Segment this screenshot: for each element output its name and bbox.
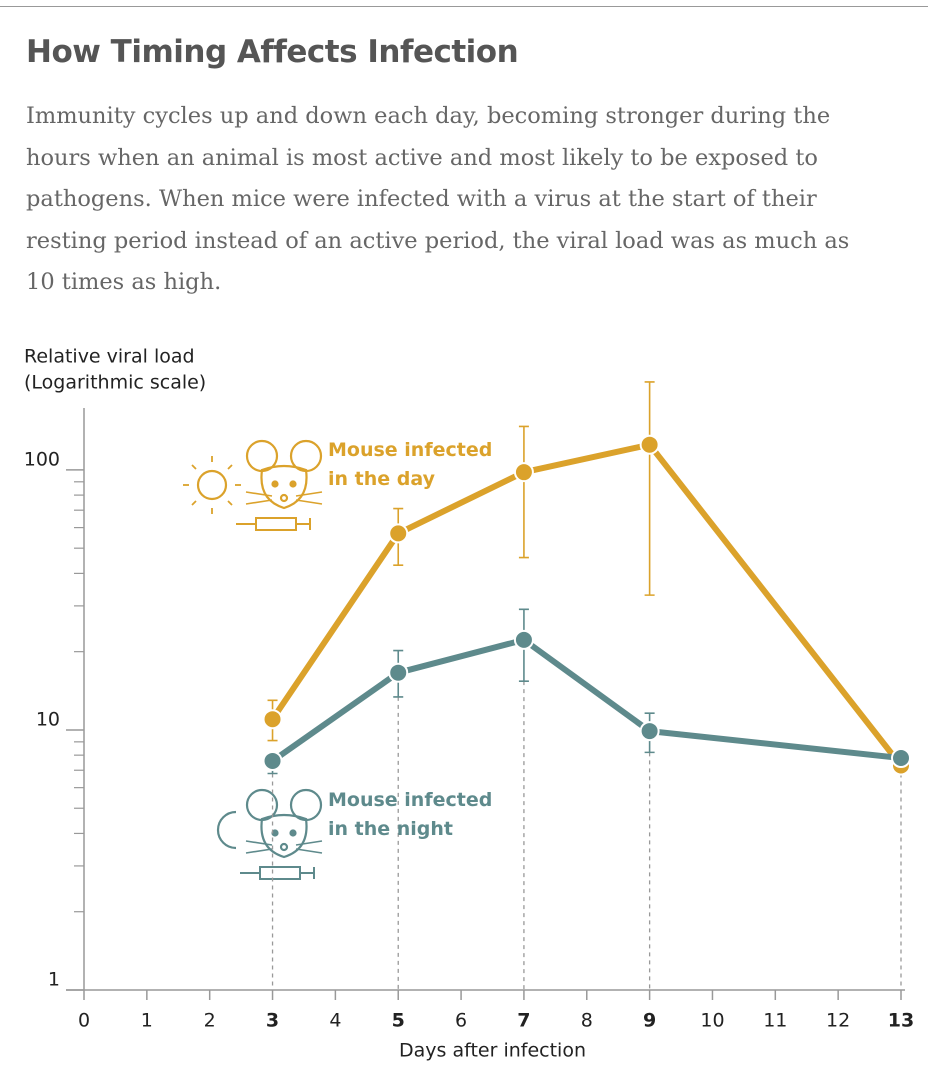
point — [388, 523, 409, 544]
legend-label: Mouse infected in the day — [328, 439, 492, 490]
point — [513, 462, 534, 483]
series — [262, 608, 911, 775]
top-rule — [0, 6, 928, 7]
x-tick-label: 4 — [329, 1010, 341, 1032]
x-tick-label: 7 — [517, 1010, 530, 1032]
point — [262, 709, 283, 730]
series — [262, 381, 911, 776]
x-tick-label: 13 — [888, 1010, 914, 1032]
point — [262, 750, 283, 771]
point — [639, 434, 660, 455]
error-bar — [518, 425, 529, 559]
y-tick-label: 10 — [36, 708, 60, 730]
x-tick-label: 12 — [826, 1010, 850, 1032]
point — [639, 721, 660, 742]
point — [513, 629, 534, 650]
x-tick-label: 2 — [204, 1010, 216, 1032]
y-axis-label: Relative viral load — [24, 346, 195, 368]
x-tick-label: 8 — [581, 1010, 593, 1032]
chart-subtitle: Immunity cycles up and down each day, be… — [26, 103, 850, 295]
x-tick-label: 9 — [643, 1010, 656, 1032]
chart-title: How Timing Affects Infection — [26, 34, 519, 70]
x-tick-label: 10 — [700, 1010, 724, 1032]
night-icons — [216, 788, 323, 880]
x-tick-label: 1 — [141, 1010, 153, 1032]
error-bar — [644, 381, 655, 596]
legend-label: Mouse infected in the night — [328, 789, 492, 840]
x-tick-label: 11 — [763, 1010, 787, 1032]
series-line — [270, 636, 902, 764]
y-axis-label: (Logarithmic scale) — [24, 372, 206, 394]
y-tick-label: 100 — [24, 448, 60, 470]
point — [388, 662, 409, 683]
series-line — [270, 441, 904, 768]
x-tick-label: 0 — [78, 1010, 90, 1032]
x-tick-label: 3 — [266, 1010, 279, 1032]
y-tick-label: 1 — [48, 969, 60, 991]
x-tick-label: 6 — [455, 1010, 467, 1032]
x-axis-label: Days after infection — [399, 1040, 586, 1062]
day-icons — [183, 439, 323, 531]
x-tick-label: 5 — [392, 1010, 405, 1032]
point — [891, 748, 911, 769]
